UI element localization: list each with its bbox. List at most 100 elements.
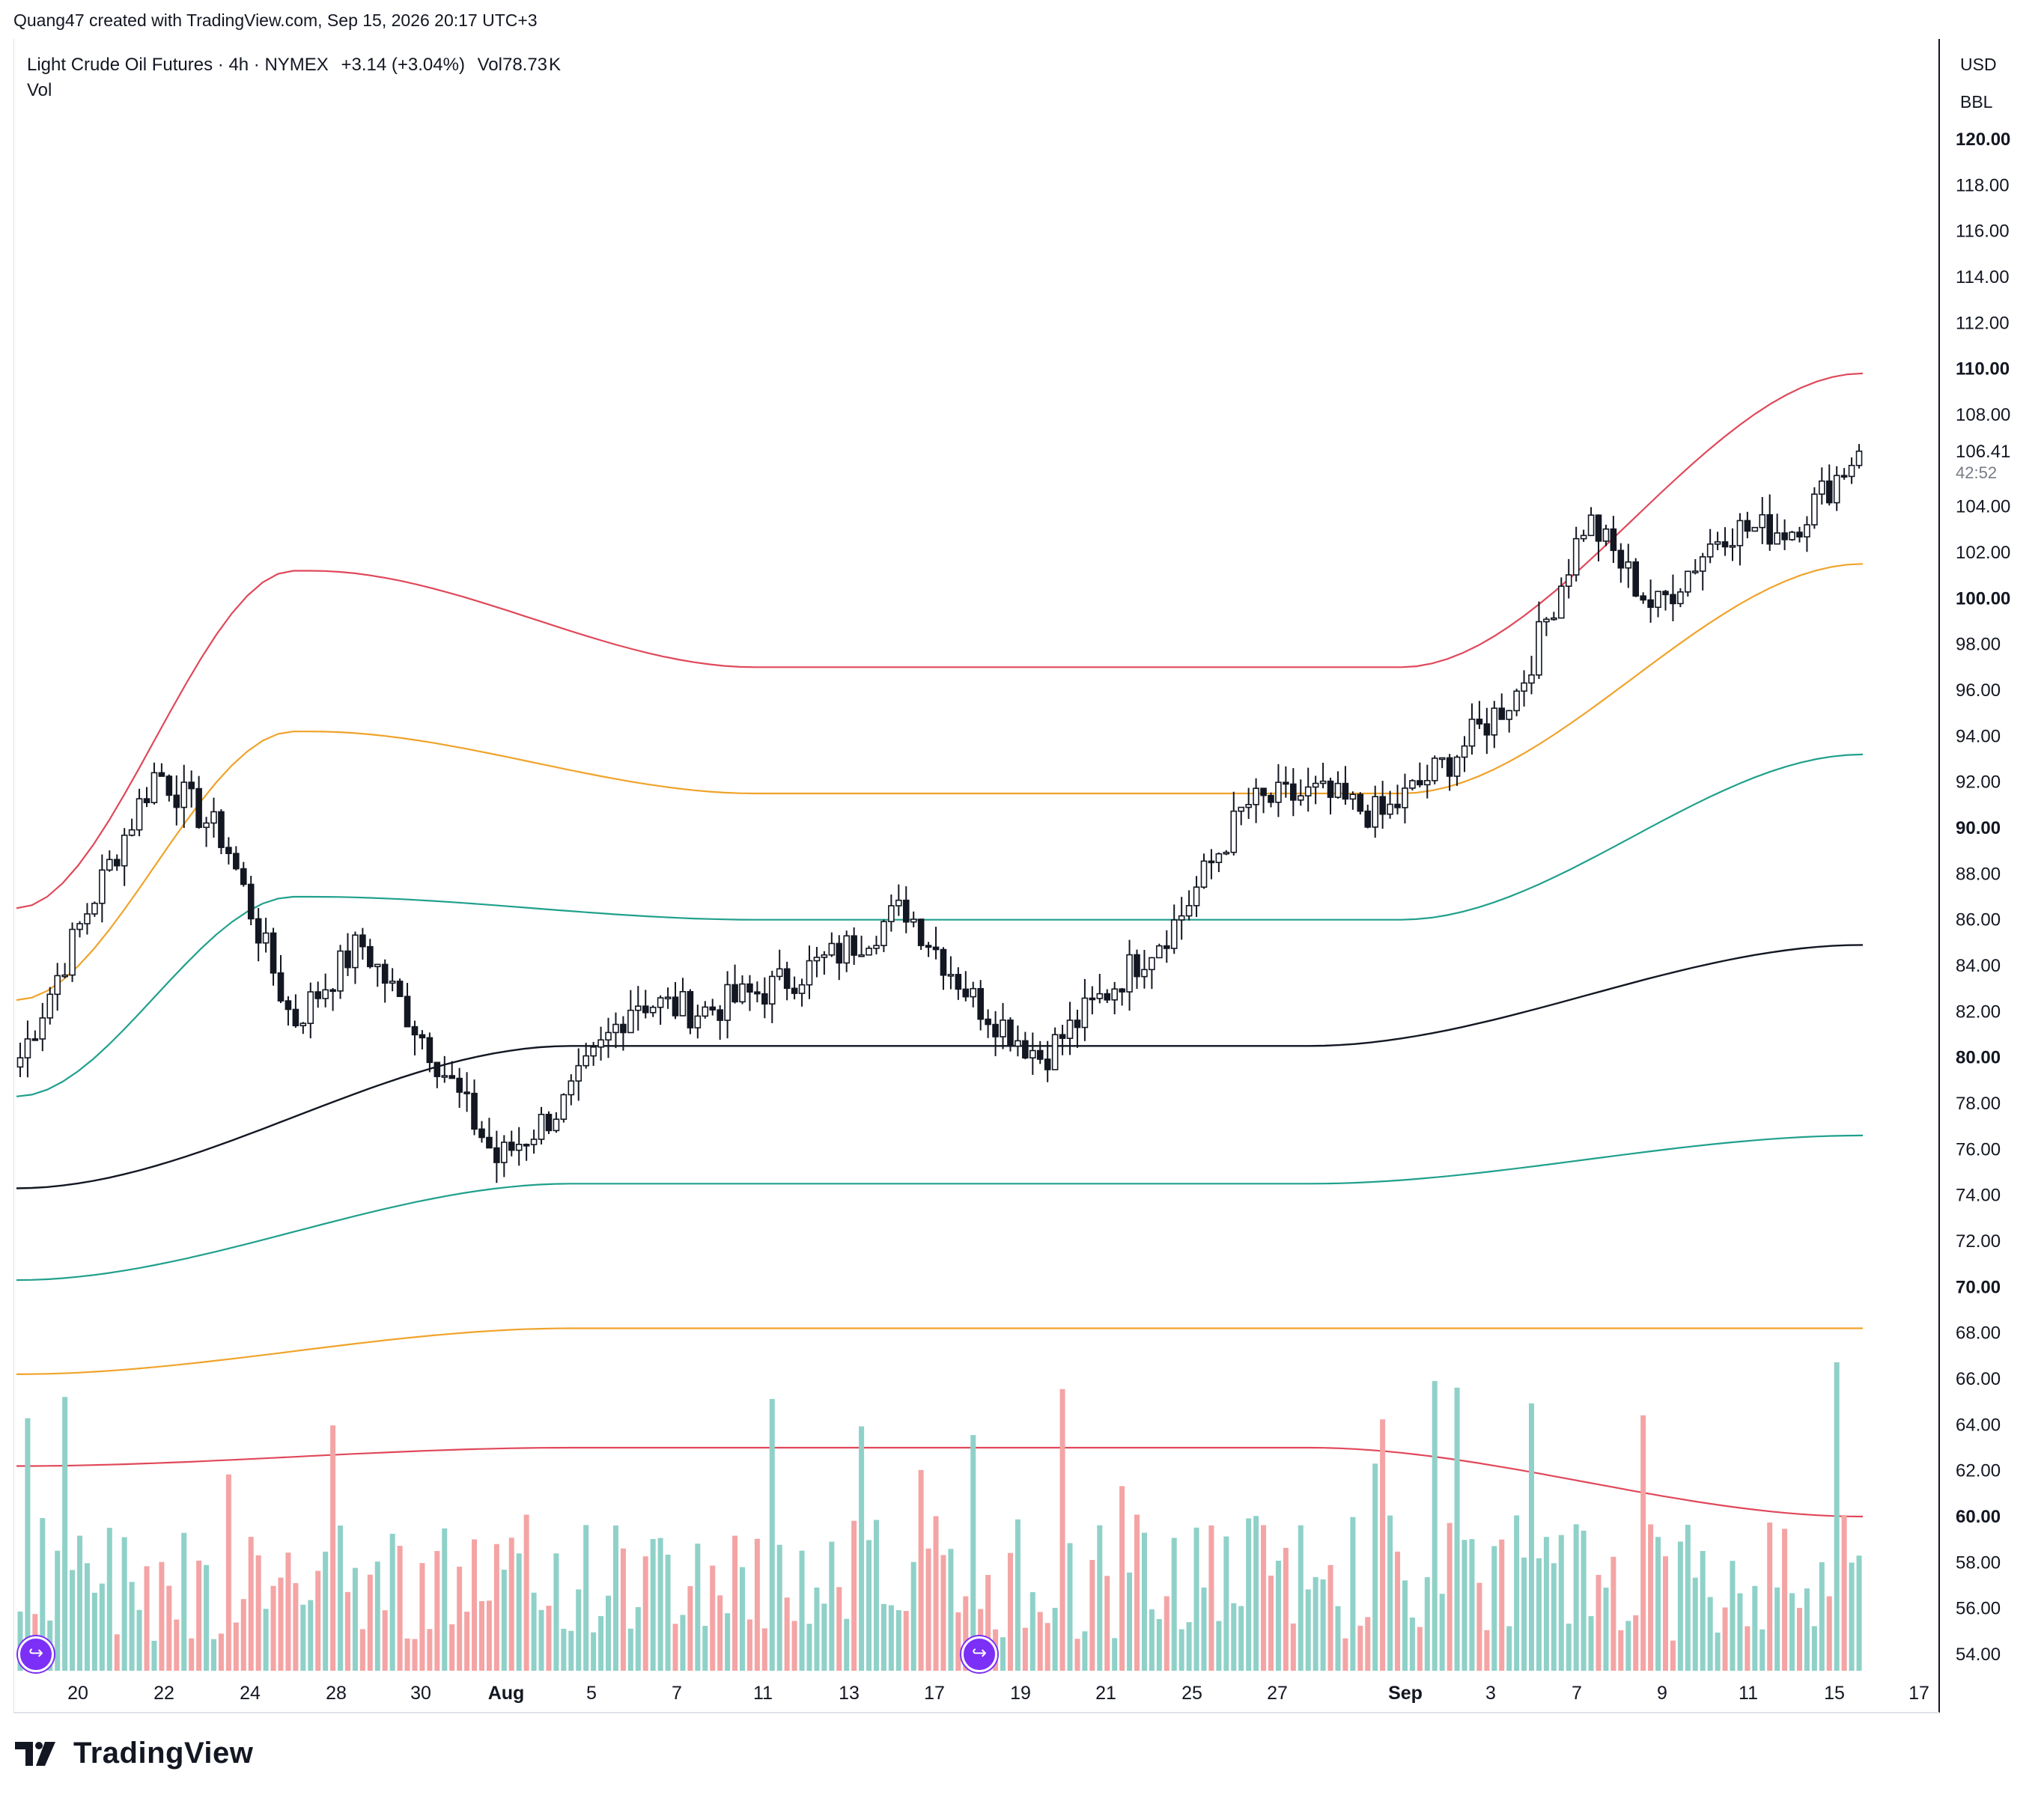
volume-bar xyxy=(1074,1639,1080,1671)
candle-body xyxy=(337,950,344,992)
volume-bar xyxy=(427,1629,433,1671)
candle-body xyxy=(873,945,880,949)
price-tick-label: 110.00 xyxy=(1956,359,2010,380)
candle-body xyxy=(1000,1020,1006,1037)
price-chart[interactable]: USD BBL 120.00 118.00 116.00 114.00 112.00 110.… xyxy=(0,0,2044,1722)
candle-body xyxy=(545,1113,553,1132)
candle-body xyxy=(1141,969,1148,978)
time-tick-label: 28 xyxy=(326,1683,347,1704)
candle-body xyxy=(1551,617,1557,621)
price-tick-label: 62.00 xyxy=(1956,1461,2001,1481)
volume-bar xyxy=(508,1538,514,1671)
volume-bar xyxy=(166,1585,172,1671)
candle-body xyxy=(16,1057,24,1068)
volume-bar xyxy=(612,1525,618,1671)
candle-body xyxy=(1297,795,1304,801)
candle-body xyxy=(910,918,917,923)
volume-bar xyxy=(1648,1524,1654,1671)
price-tick-label: 102.00 xyxy=(1956,543,2010,563)
candle-body xyxy=(1260,787,1267,796)
upper-band-teal-line xyxy=(16,753,1864,1097)
volume-bar xyxy=(1104,1576,1110,1671)
candle-body xyxy=(1319,780,1327,784)
price-tick-label: 114.00 xyxy=(1956,267,2010,287)
volume-bar xyxy=(211,1639,217,1671)
candle-body xyxy=(1029,1049,1036,1059)
volume-bar xyxy=(255,1555,261,1671)
candle-body xyxy=(1134,954,1140,978)
time-tick-label: 17 xyxy=(1908,1683,1929,1704)
volume-bar xyxy=(338,1525,344,1671)
candle-body xyxy=(992,1023,999,1037)
candle-body xyxy=(389,981,396,984)
volume-bar xyxy=(1655,1537,1661,1671)
volume-bar xyxy=(814,1587,820,1671)
volume-bar xyxy=(464,1612,470,1671)
candle-body xyxy=(1819,480,1825,495)
volume-bar xyxy=(1491,1546,1497,1671)
time-tick-label: 22 xyxy=(153,1683,174,1704)
candle-body xyxy=(1610,528,1617,552)
volume-bar xyxy=(1536,1558,1542,1671)
volume-bar xyxy=(1082,1631,1088,1671)
lower-band-teal-line xyxy=(16,1134,1864,1282)
candle-body xyxy=(1766,514,1774,545)
volume-bar xyxy=(1715,1633,1721,1671)
candle-body xyxy=(917,918,925,946)
candle-body xyxy=(434,1061,441,1077)
candle-body xyxy=(783,968,791,990)
candle-body xyxy=(806,960,813,986)
volume-bar xyxy=(1461,1540,1467,1671)
volume-bar xyxy=(829,1541,835,1671)
candle-body xyxy=(717,1009,723,1021)
candle-body xyxy=(1104,993,1111,1001)
volume-bar xyxy=(1357,1625,1363,1671)
candle-body xyxy=(1528,674,1535,684)
volume-bar xyxy=(888,1605,894,1671)
candle-body xyxy=(1402,787,1408,808)
candle-body xyxy=(158,772,165,777)
volume-bar xyxy=(106,1527,112,1671)
candle-body xyxy=(858,954,865,957)
candle-body xyxy=(1007,1020,1014,1047)
candle-body xyxy=(538,1113,545,1140)
volume-bar xyxy=(367,1574,373,1671)
volume-bar xyxy=(1610,1556,1616,1671)
volume-bar xyxy=(739,1567,745,1671)
volume-bar xyxy=(196,1560,202,1671)
candle-body xyxy=(1670,594,1676,605)
candle-body xyxy=(1506,710,1512,720)
volume-bar xyxy=(1216,1621,1222,1671)
candle-body xyxy=(91,902,98,915)
candle-body xyxy=(836,942,843,964)
candle-body xyxy=(419,1034,426,1039)
candle-body xyxy=(1774,532,1780,545)
candle-body xyxy=(962,988,970,998)
candle-body xyxy=(1424,780,1431,786)
volume-bar xyxy=(1856,1555,1862,1671)
volume-bar xyxy=(442,1528,448,1671)
candle-body xyxy=(1036,1049,1044,1060)
candle-body xyxy=(1446,757,1453,777)
volume-bar xyxy=(323,1551,329,1671)
symbol-title: Light Crude Oil Futures · 4h · NYMEX xyxy=(27,55,329,75)
volume-bar xyxy=(538,1609,544,1671)
volume-bar xyxy=(1811,1626,1817,1671)
volume-bar xyxy=(1767,1523,1773,1671)
volume-bar xyxy=(204,1564,210,1671)
candle-body xyxy=(46,993,54,1019)
event-marker-icon[interactable]: ↪ xyxy=(961,1636,997,1672)
candle-body xyxy=(367,945,374,968)
volume-bar xyxy=(263,1609,269,1671)
candle-body xyxy=(1796,531,1803,537)
volume-bar xyxy=(1327,1564,1333,1671)
candle-body xyxy=(1372,796,1378,828)
event-marker-icon[interactable]: ↪ xyxy=(18,1636,54,1672)
candle-body xyxy=(1691,570,1699,573)
tradingview-brand[interactable]: TradingView xyxy=(15,1737,253,1770)
volume-bar xyxy=(91,1592,97,1671)
volume-bar xyxy=(449,1624,455,1671)
volume-bar xyxy=(1000,1637,1006,1671)
volume-bar xyxy=(1841,1515,1847,1671)
volume-bar xyxy=(77,1535,83,1671)
